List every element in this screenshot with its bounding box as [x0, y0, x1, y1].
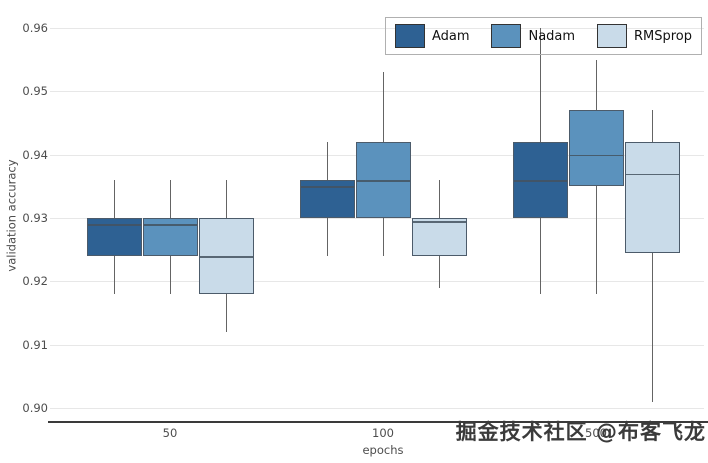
x-tick-label: 100	[372, 426, 394, 440]
y-tick-label: 0.91	[22, 337, 48, 352]
median-line	[356, 180, 410, 182]
legend-swatch-nadam	[491, 24, 522, 48]
box-nadam-500	[568, 110, 624, 187]
gridline	[50, 218, 704, 219]
median-line	[412, 221, 466, 223]
legend-label: RMSprop	[633, 28, 692, 44]
legend-label: Adam	[432, 28, 470, 44]
x-axis-label: epochs	[362, 443, 404, 457]
y-tick-label: 0.93	[22, 211, 48, 225]
median-line	[143, 224, 197, 226]
median-line	[625, 173, 679, 176]
x-tick-label: 500	[585, 426, 607, 440]
legend: Adam Nadam RMSprop	[385, 17, 702, 55]
median-line	[87, 224, 141, 226]
y-tick-label: 0.90	[22, 401, 48, 415]
y-axis-label: validation accuracy	[4, 159, 19, 272]
y-tick-label: 0.95	[22, 84, 48, 99]
gridline	[50, 28, 704, 29]
watermark: 掘金技术社区 @布客飞龙	[455, 420, 706, 444]
median-line	[513, 180, 567, 182]
legend-item-adam: Adam	[395, 24, 470, 48]
gridline	[50, 281, 704, 283]
gridline	[50, 408, 704, 409]
median-line	[300, 186, 354, 188]
box-rmsprop-50	[198, 218, 254, 294]
y-tick-label: 0.96	[22, 21, 48, 35]
box-rmsprop-100	[411, 218, 467, 256]
box-adam-100	[299, 180, 355, 218]
y-tick-label: 0.92	[22, 274, 48, 289]
legend-swatch-rmsprop	[596, 24, 627, 48]
box-adam-50	[86, 218, 142, 256]
gridline	[50, 91, 704, 93]
legend-label: Nadam	[528, 28, 576, 44]
box-adam-500	[512, 142, 568, 218]
median-line	[569, 154, 623, 157]
box-nadam-100	[355, 142, 411, 218]
x-tick-label: 50	[162, 426, 178, 440]
gridline	[50, 344, 704, 346]
box-rmsprop-500	[624, 142, 680, 253]
legend-swatch-adam	[395, 24, 425, 48]
legend-item-nadam: Nadam	[491, 24, 575, 48]
median-line	[199, 256, 253, 258]
box-nadam-50	[142, 218, 198, 256]
legend-item-rmsprop: RMSprop	[596, 24, 692, 48]
whisker-rmsprop-500	[651, 110, 653, 402]
y-tick-label: 0.94	[22, 147, 48, 162]
x-axis-line	[48, 421, 708, 423]
